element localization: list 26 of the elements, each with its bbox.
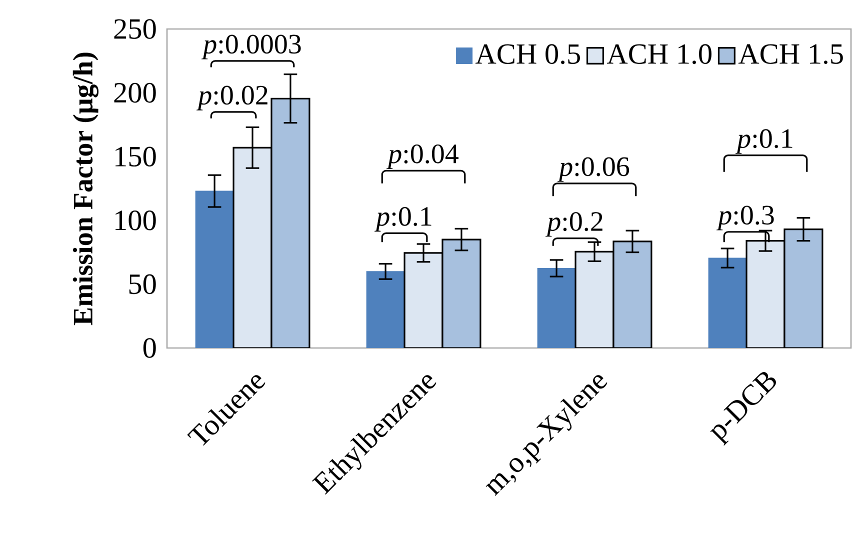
bar <box>784 228 824 348</box>
legend-label: ACH 1.0 <box>606 44 712 64</box>
annotation: p:0.1 <box>374 206 432 232</box>
y-tick-label: 250 <box>114 19 156 39</box>
bar <box>232 146 272 348</box>
bar <box>612 240 652 348</box>
annotation: p:0.1 <box>735 129 792 154</box>
y-tick-label: 50 <box>129 274 156 294</box>
y-tick-label: 150 <box>116 146 156 167</box>
annotation: p:0.3 <box>716 206 774 230</box>
legend-label: ACH 1.5 <box>738 44 843 64</box>
bar <box>270 98 310 348</box>
y-tick-label: 0 <box>143 338 156 358</box>
annotation: p:0.04 <box>386 144 458 170</box>
annotation: p:0.06 <box>557 157 630 182</box>
y-tick-label: 200 <box>114 82 156 103</box>
y-tick-label: 100 <box>116 210 156 230</box>
bar <box>746 240 786 348</box>
annotation: p:0.0003 <box>201 34 301 60</box>
bar <box>442 238 482 348</box>
legend-label: ACH 0.5 <box>475 44 580 64</box>
annotation: p:0.2 <box>546 212 602 237</box>
annotation: p:0.02 <box>196 86 268 110</box>
y-axis-title: Emission Factor (μg/h) <box>72 52 98 326</box>
bar <box>404 252 444 348</box>
bar <box>574 250 614 348</box>
